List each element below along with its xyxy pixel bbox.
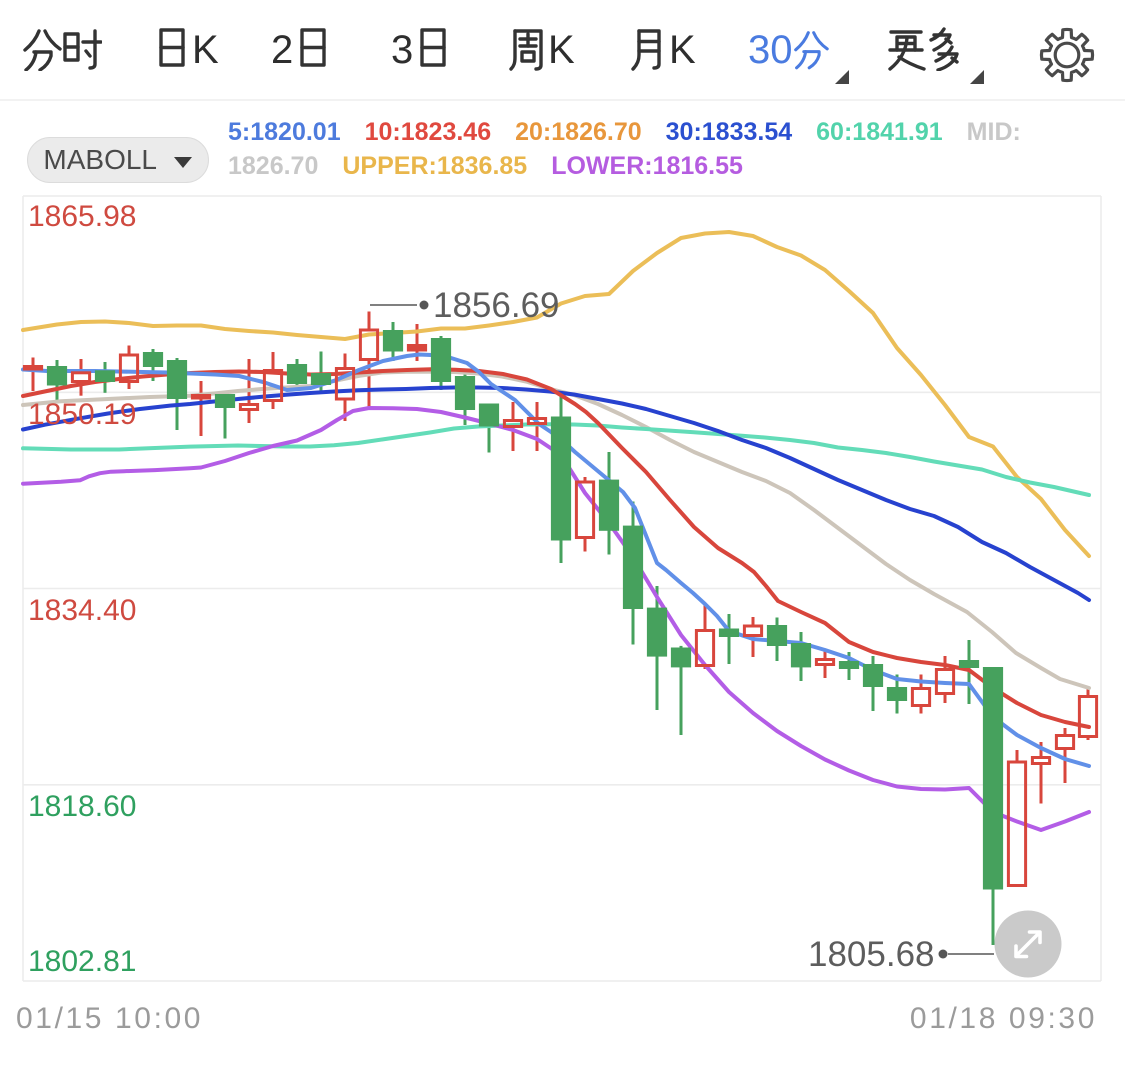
svg-text:1856.69: 1856.69 [433, 286, 560, 325]
svg-text:1850.19: 1850.19 [28, 398, 136, 431]
svg-text:1834.40: 1834.40 [28, 594, 136, 627]
svg-text:1865.98: 1865.98 [28, 200, 136, 233]
svg-text:1802.81: 1802.81 [28, 945, 136, 978]
svg-text:1818.60: 1818.60 [28, 790, 136, 823]
svg-text:1805.68: 1805.68 [808, 935, 935, 974]
